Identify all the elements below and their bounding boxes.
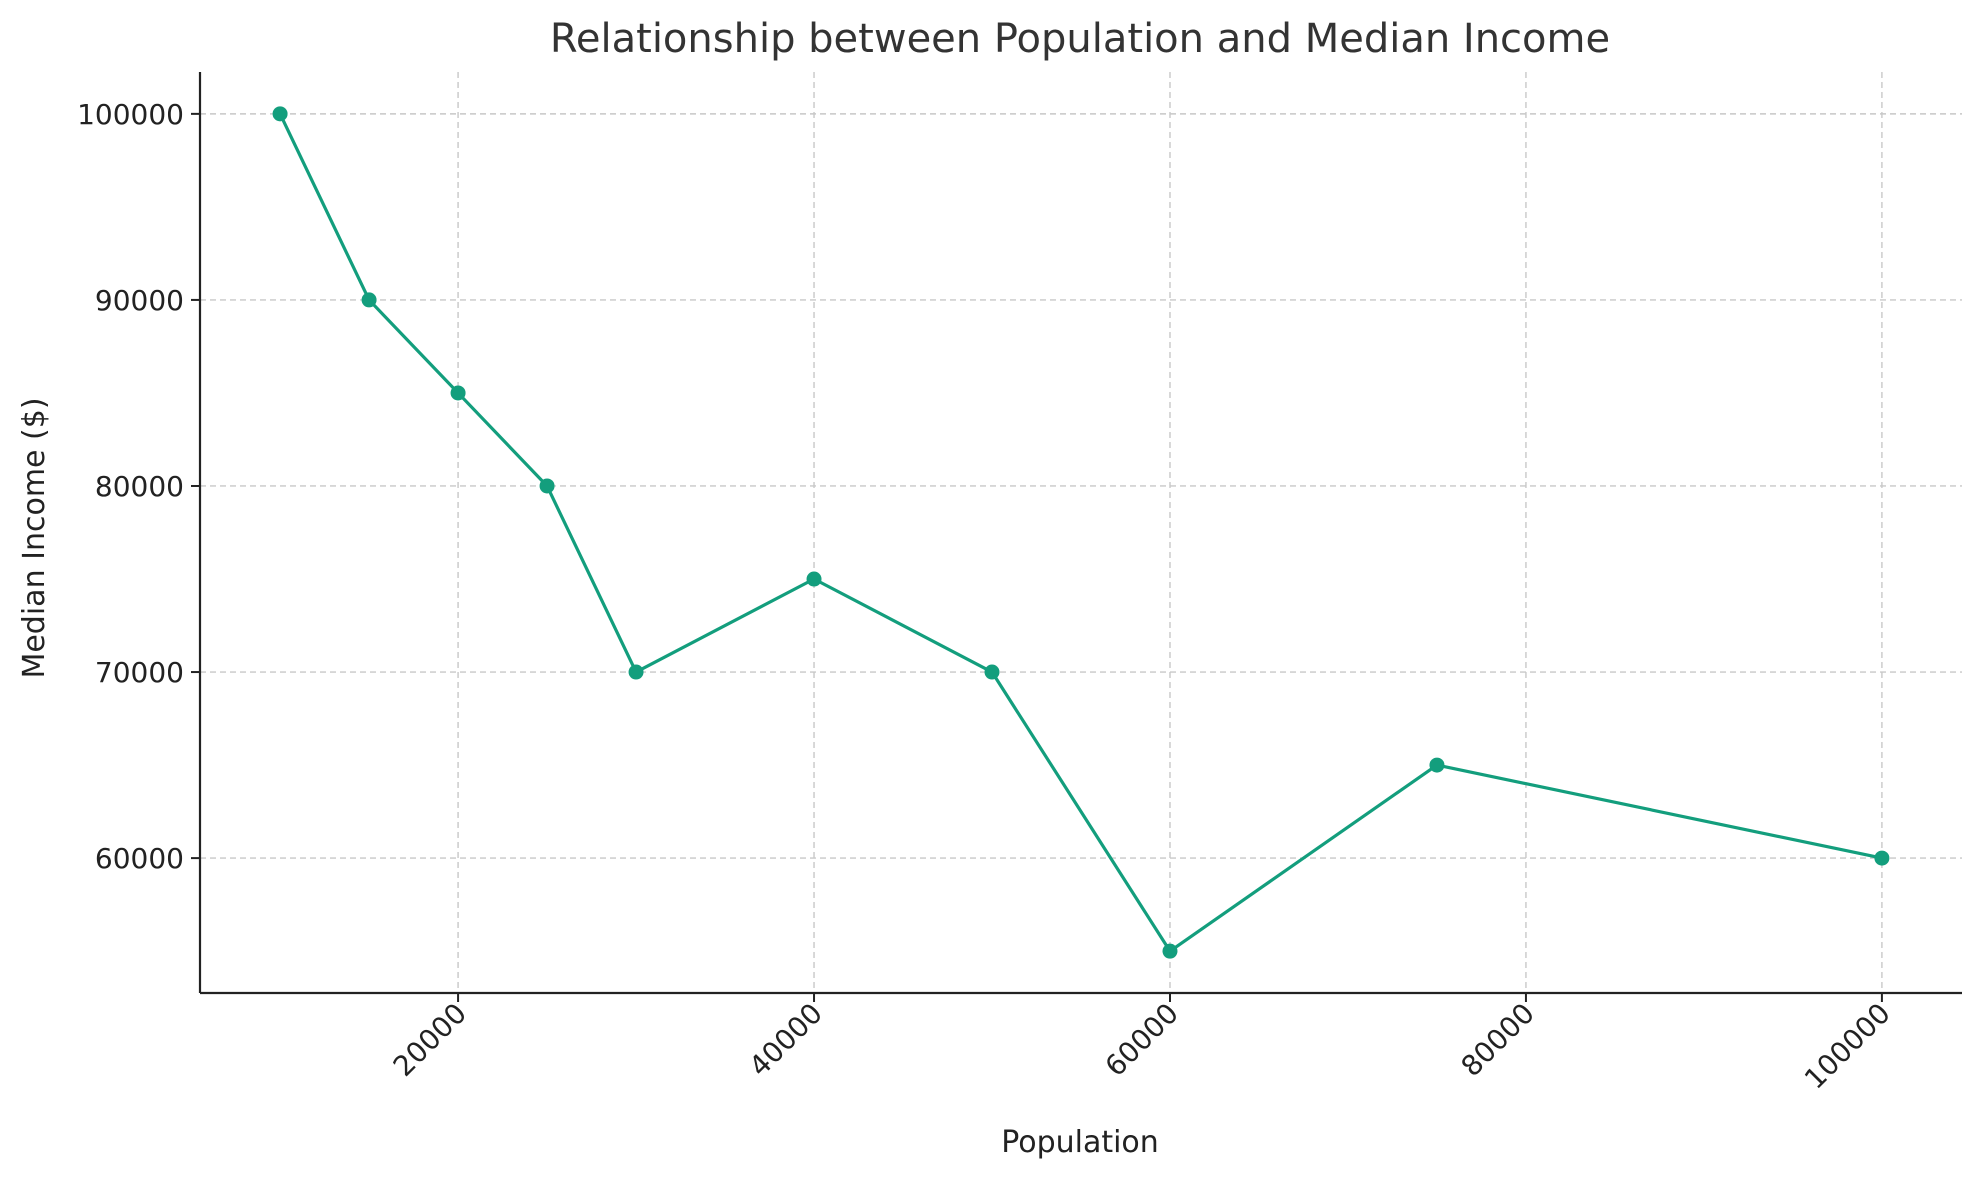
data-point	[806, 571, 822, 587]
data-point	[450, 385, 466, 401]
x-tick-label: 40000	[743, 997, 829, 1083]
data-point	[1162, 943, 1178, 959]
data-point	[1874, 850, 1890, 866]
x-tick-label: 20000	[387, 997, 473, 1083]
data-point	[272, 106, 288, 122]
x-tick-label: 100000	[1798, 997, 1897, 1096]
y-tick-label: 70000	[95, 656, 184, 689]
data-point	[361, 292, 377, 308]
y-axis-title: Median Income ($)	[17, 397, 52, 678]
y-tick-label: 100000	[77, 98, 184, 131]
y-tick-label: 90000	[95, 284, 184, 317]
series-line	[278, 112, 1884, 953]
data-point	[539, 478, 555, 494]
x-tick-label: 60000	[1099, 997, 1185, 1083]
data-point	[1429, 757, 1445, 773]
series	[272, 106, 1890, 959]
x-tick-label: 80000	[1455, 997, 1541, 1083]
data-point	[984, 664, 1000, 680]
chart-title: Relationship between Population and Medi…	[550, 16, 1610, 62]
grid	[200, 72, 1962, 993]
x-axis-title: Population	[1001, 1125, 1159, 1160]
y-tick-label: 60000	[95, 842, 184, 875]
data-point	[628, 664, 644, 680]
y-tick-label: 80000	[95, 470, 184, 503]
axes	[198, 72, 1962, 995]
ticks: 20000 40000 60000 80000 100000 60000 70000 8000…	[77, 98, 1897, 1096]
